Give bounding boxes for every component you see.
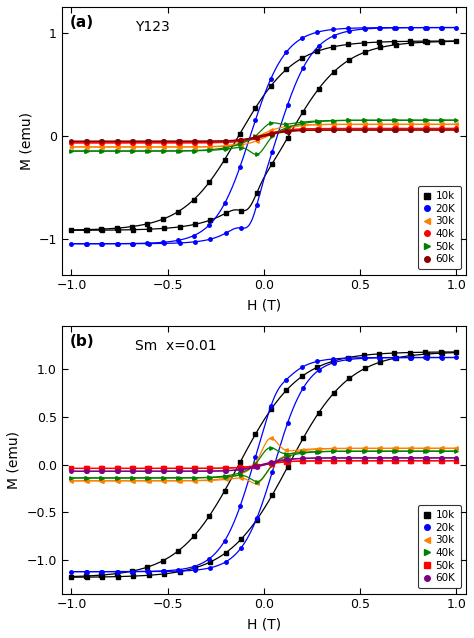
Text: (a): (a)	[70, 15, 94, 30]
Legend: 10k, 20K, 30k, 40k, 50k, 60k: 10k, 20K, 30k, 40k, 50k, 60k	[418, 186, 461, 269]
X-axis label: H (T): H (T)	[247, 298, 281, 312]
Y-axis label: M (emu): M (emu)	[7, 431, 21, 489]
Legend: 10k, 20k, 30k, 40k, 50k, 60K: 10k, 20k, 30k, 40k, 50k, 60K	[418, 505, 461, 588]
Text: Y123: Y123	[135, 20, 169, 34]
Text: (b): (b)	[70, 334, 95, 349]
X-axis label: H (T): H (T)	[247, 617, 281, 631]
Y-axis label: M (emu): M (emu)	[19, 112, 33, 170]
Text: Sm  x=0.01: Sm x=0.01	[135, 339, 216, 353]
